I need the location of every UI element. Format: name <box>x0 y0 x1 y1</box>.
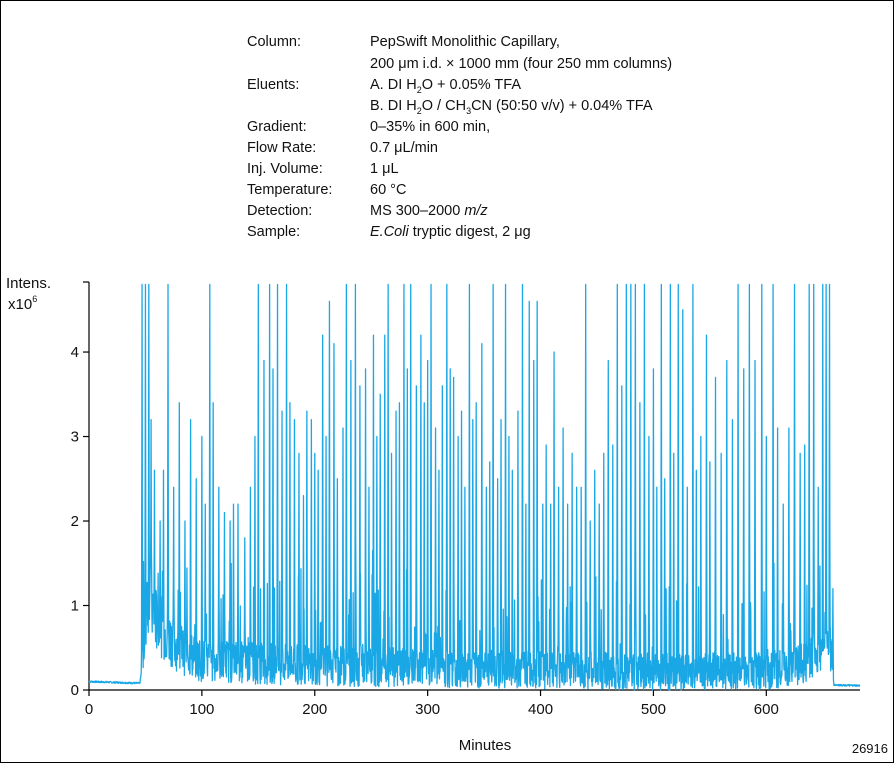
temp-value: 60 °C <box>370 182 406 198</box>
chromatogram-trace <box>88 283 861 691</box>
detection-label: Detection: <box>247 203 312 219</box>
y-tick-label: 3 <box>71 429 79 446</box>
plot-area: 0 1 2 3 4 0 100 200 300 400 500 600 <box>71 281 861 718</box>
y-axis-label-2: x106 <box>8 294 37 313</box>
y-tick-label: 1 <box>71 598 79 615</box>
column-value-2: 200 μm i.d. × 1000 mm (four 250 mm colum… <box>370 56 672 72</box>
eluent-b-post: CN (50:50 v/v) + 0.04% TFA <box>471 98 653 114</box>
detection-pre: MS 300–2000 <box>370 203 464 219</box>
eluent-b: B. DI H2O / CH3CN (50:50 v/v) + 0.04% TF… <box>370 98 653 116</box>
inj-value: 1 μL <box>370 161 399 177</box>
x-tick-label: 300 <box>415 701 440 718</box>
flow-value: 0.7 μL/min <box>370 140 438 156</box>
x-tick-label: 600 <box>754 701 779 718</box>
column-label: Column: <box>247 34 301 50</box>
eluent-b-sub1: 2 <box>417 106 422 116</box>
eluent-b-sub2: 3 <box>466 106 471 116</box>
temp-label: Temperature: <box>247 182 332 198</box>
x-tick-label: 400 <box>528 701 553 718</box>
y-axis-label-2-pre: x10 <box>8 296 32 313</box>
y-tick-label: 0 <box>71 682 79 699</box>
eluent-b-pre: B. DI H <box>370 98 417 114</box>
y-tick-label: 4 <box>71 344 79 361</box>
y-axis-label-1: Intens. <box>6 275 51 292</box>
sample-value: E.Coli tryptic digest, 2 μg <box>370 224 531 240</box>
eluent-b-mid: O / CH <box>422 98 466 114</box>
eluent-a-sub: 2 <box>417 85 422 95</box>
y-tick-label: 2 <box>71 513 79 530</box>
detection-value: MS 300–2000 m/z <box>370 203 488 219</box>
eluent-a: A. DI H2O + 0.05% TFA <box>370 77 521 95</box>
x-tick-label: 200 <box>302 701 327 718</box>
x-tick-label: 0 <box>85 701 93 718</box>
inj-label: Inj. Volume: <box>247 161 323 177</box>
x-tick-label: 500 <box>641 701 666 718</box>
eluents-label: Eluents: <box>247 77 299 93</box>
eluent-a-pre: A. DI H <box>370 77 417 93</box>
y-axis-label-2-sup: 6 <box>32 294 37 304</box>
flow-label: Flow Rate: <box>247 140 316 156</box>
method-info: Column: PepSwift Monolithic Capillary, 2… <box>247 34 672 240</box>
sample-italic: E.Coli <box>370 224 409 240</box>
detection-italic: m/z <box>464 203 488 219</box>
figure-id: 26916 <box>852 741 888 756</box>
x-tick-label: 100 <box>189 701 214 718</box>
gradient-label: Gradient: <box>247 119 307 135</box>
column-value-1: PepSwift Monolithic Capillary, <box>370 34 560 50</box>
x-axis-label: Minutes <box>459 737 512 754</box>
gradient-value: 0–35% in 600 min, <box>370 119 490 135</box>
sample-label: Sample: <box>247 224 300 240</box>
sample-post: tryptic digest, 2 μg <box>409 224 531 240</box>
eluent-a-post: O + 0.05% TFA <box>422 77 522 93</box>
